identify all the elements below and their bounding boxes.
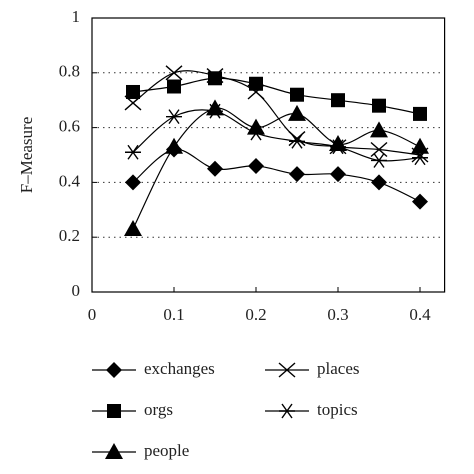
y-tick-label: 0.2 [59,226,80,245]
marker [371,153,387,168]
marker [289,166,305,183]
marker [207,160,223,177]
x-tick-label: 0.4 [409,305,431,324]
marker [288,104,306,121]
legend-label: topics [317,400,358,419]
y-axis-label: F–Measure [17,117,36,193]
legend-label: places [317,359,359,378]
x-tick-label: 0.3 [327,305,348,324]
legend-item: exchanges [92,359,215,378]
marker [411,147,429,163]
legend-label: orgs [144,400,173,419]
marker [411,137,429,154]
marker [289,133,305,149]
marker [105,443,123,459]
x-tick-label: 0.2 [245,305,266,324]
y-tick-label: 0 [72,281,81,300]
marker [372,98,386,113]
y-tick-label: 0.4 [59,171,81,190]
marker [290,87,304,102]
legend-item: places [265,359,359,378]
legend-item: people [92,441,189,460]
marker [412,193,428,210]
marker [125,174,141,191]
marker [370,121,388,138]
x-tick-label: 0.1 [163,305,184,324]
marker [107,404,121,418]
marker [167,79,181,94]
marker [371,174,387,191]
x-tick-label: 0 [88,305,97,324]
series-line [132,70,421,156]
marker [124,95,142,111]
marker [279,403,295,419]
marker [125,144,141,160]
legend-label: exchanges [144,359,215,378]
plot-frame [91,17,446,293]
marker [249,76,263,91]
legend-item: topics [265,400,358,419]
marker [330,139,346,155]
y-tick-label: 0.6 [59,117,80,136]
marker [331,93,345,108]
marker [330,166,346,183]
marker [248,125,264,141]
marker [207,103,223,119]
legend-label: people [144,441,189,460]
marker [106,362,122,378]
y-tick-label: 1 [72,7,81,26]
y-tick-label: 0.8 [59,62,80,81]
marker [126,84,140,99]
marker [165,137,183,154]
marker [278,362,296,378]
marker [248,157,264,174]
marker [413,106,427,121]
marker [206,68,224,84]
marker [247,84,265,100]
marker [288,131,306,147]
marker [165,65,183,81]
marker [166,109,182,125]
marker [412,150,428,166]
marker [124,219,142,236]
marker [208,71,222,86]
legend-item: orgs [92,400,173,419]
